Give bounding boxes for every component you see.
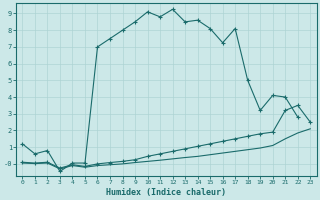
X-axis label: Humidex (Indice chaleur): Humidex (Indice chaleur) [106, 188, 226, 197]
